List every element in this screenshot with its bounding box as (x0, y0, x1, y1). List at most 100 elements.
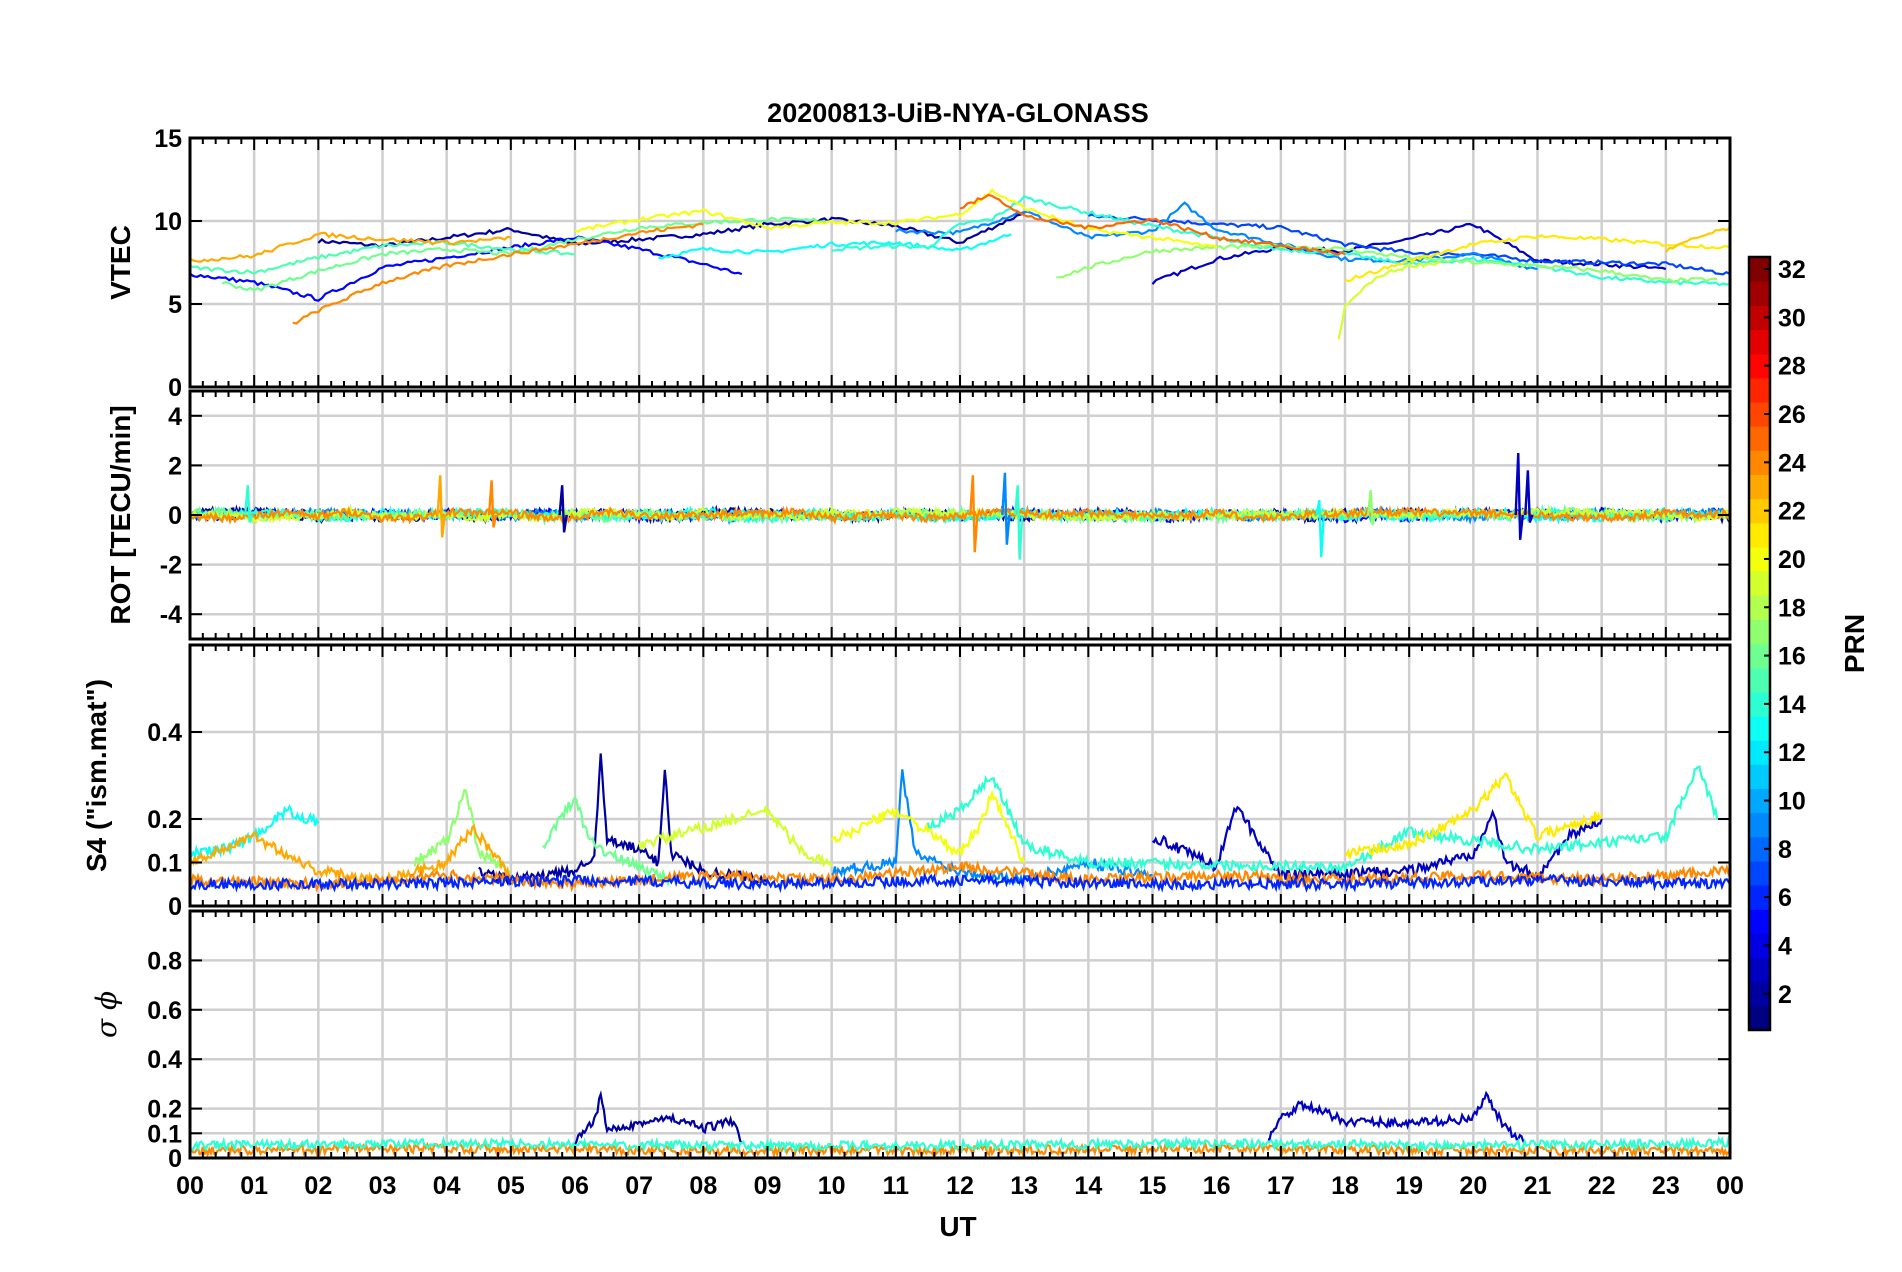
colorbar-cell (1749, 595, 1770, 620)
colorbar-cell (1749, 909, 1770, 934)
y-tick-label: 0.8 (147, 947, 182, 975)
rot-spike-prn-9 (1001, 472, 1011, 545)
colorbar-cell (1749, 377, 1770, 403)
y-tick-label: 0.6 (147, 997, 182, 1025)
colorbar-tick-label: 24 (1778, 449, 1806, 477)
series-line-prn-14 (831, 194, 1730, 287)
axes: 0 0.1 0.2 0.4 (147, 643, 1732, 921)
colorbar-cell (1749, 281, 1770, 306)
colorbar-tick-label: 22 (1778, 498, 1806, 526)
series-line-prn-19 (638, 805, 833, 868)
x-tick-label: 17 (1267, 1172, 1295, 1200)
series-group (190, 188, 1730, 340)
series-group (190, 452, 1730, 560)
y-tick-label: 0 (168, 1145, 182, 1173)
x-tick-label: 15 (1139, 1172, 1167, 1200)
x-tick-label: 01 (240, 1172, 268, 1200)
x-tick-label: 00 (176, 1172, 204, 1200)
colorbar-cell (1749, 691, 1770, 717)
colorbar-cell (1749, 450, 1770, 476)
series-line-prn-13 (658, 233, 1012, 260)
colorbar-cell (1749, 933, 1770, 959)
series-line-prn-24 (292, 222, 704, 325)
colorbar-cell (1749, 474, 1770, 500)
series-line-prn-19 (1337, 261, 1442, 340)
rot-spike-prn-24 (969, 475, 979, 553)
x-tick-label: 05 (497, 1172, 525, 1200)
series-line-prn-21 (1344, 234, 1730, 283)
colorbar-tick-label: 18 (1778, 594, 1806, 622)
colorbar-cell (1749, 715, 1770, 741)
y-tick-label: 15 (154, 125, 182, 153)
figure-title: 20200813-UiB-NYA-GLONASS (767, 98, 1149, 128)
x-tick-label: 12 (946, 1172, 974, 1200)
colorbar-cell (1749, 546, 1770, 572)
series-line-prn-21 (1344, 772, 1603, 859)
rot-spike-prn-17 (1366, 490, 1377, 526)
y-tick-label: 0.4 (147, 1046, 182, 1074)
colorbar-cell (1749, 981, 1770, 1007)
y-tick-label: 0 (168, 502, 182, 530)
series-line-prn-3 (1267, 1090, 1526, 1144)
colorbar-cell (1749, 885, 1770, 910)
series-line-prn-6 (190, 872, 1730, 894)
series-line-prn-25 (959, 193, 1346, 256)
y-tick-label: 0 (168, 893, 182, 921)
rot-spike-prn-3 (1524, 470, 1534, 523)
series-line-prn-14 (926, 765, 1719, 876)
rot-spike-prn-23 (436, 475, 446, 538)
x-tick-label: 22 (1588, 1172, 1616, 1200)
x-tick-label: 00 (1716, 1172, 1744, 1200)
colorbar-cell (1749, 667, 1770, 693)
rot-spike-prn-13 (1315, 499, 1326, 558)
y-tick-label: 0.1 (147, 1120, 182, 1148)
colorbar-tick-label: 2 (1778, 981, 1792, 1009)
panel-S4: 0 0.1 0.2 0.4 S4 ("ism.mat") (81, 643, 1732, 921)
x-axis-label: UT (939, 1211, 976, 1242)
x-tick-label: 19 (1395, 1172, 1423, 1200)
colorbar-cell (1749, 740, 1770, 765)
x-tick-label: 21 (1524, 1172, 1552, 1200)
colorbar-cell (1749, 643, 1770, 669)
colorbar-cell (1749, 329, 1770, 355)
colorbar-cell (1749, 305, 1770, 331)
colorbar-tick-label: 16 (1778, 643, 1806, 671)
colorbar-cell (1749, 619, 1770, 645)
y-tick-label: -4 (160, 601, 182, 629)
y-tick-label: 0.1 (147, 850, 182, 878)
colorbar-cell (1749, 812, 1770, 838)
colorbar-label: PRN (1839, 614, 1870, 673)
colorbar-tick-label: 12 (1778, 739, 1806, 767)
y-tick-label: 4 (168, 403, 182, 431)
colorbar-tick-label: 10 (1778, 788, 1806, 816)
colorbar-cell (1749, 571, 1770, 596)
colorbar-cell (1749, 498, 1770, 524)
series-line-prn-17 (413, 788, 512, 874)
colorbar-frame (1747, 255, 1772, 1032)
x-tick-label: 02 (304, 1172, 332, 1200)
series-line-prn-3 (1151, 805, 1603, 885)
panel-sigma_phi: 00.10.2 0.4 0.6 0.8 00 01 02 03 04 05 06 07 08 09 10 11… (90, 909, 1744, 1200)
x-tick-label: 09 (754, 1172, 782, 1200)
colorbar-cell (1749, 353, 1770, 379)
panel-ROT: -4 -2 0 2 4 ROT [TECU/min] (105, 389, 1732, 641)
series-line-prn-2 (573, 1090, 743, 1146)
y-tick-label: 0 (168, 374, 182, 402)
series-line-prn-16 (542, 795, 672, 888)
colorbar-tick-label: 26 (1778, 401, 1806, 429)
series-line-prn-17 (1056, 243, 1718, 284)
y-tick-label: -2 (160, 552, 182, 580)
x-tick-label: 13 (1010, 1172, 1038, 1200)
y-tick-label: 5 (168, 291, 182, 319)
x-tick-label: 20 (1459, 1172, 1487, 1200)
colorbar-tick-label: 6 (1778, 884, 1792, 912)
colorbar-tick-label: 28 (1778, 353, 1806, 381)
colorbar-cell (1749, 522, 1770, 548)
axes: -4 -2 0 2 4 (160, 389, 1732, 641)
series-line-prn-20 (830, 789, 1026, 864)
colorbar-tick-label: 8 (1778, 836, 1792, 864)
x-tick-label: 03 (369, 1172, 397, 1200)
x-tick-label: 06 (561, 1172, 589, 1200)
